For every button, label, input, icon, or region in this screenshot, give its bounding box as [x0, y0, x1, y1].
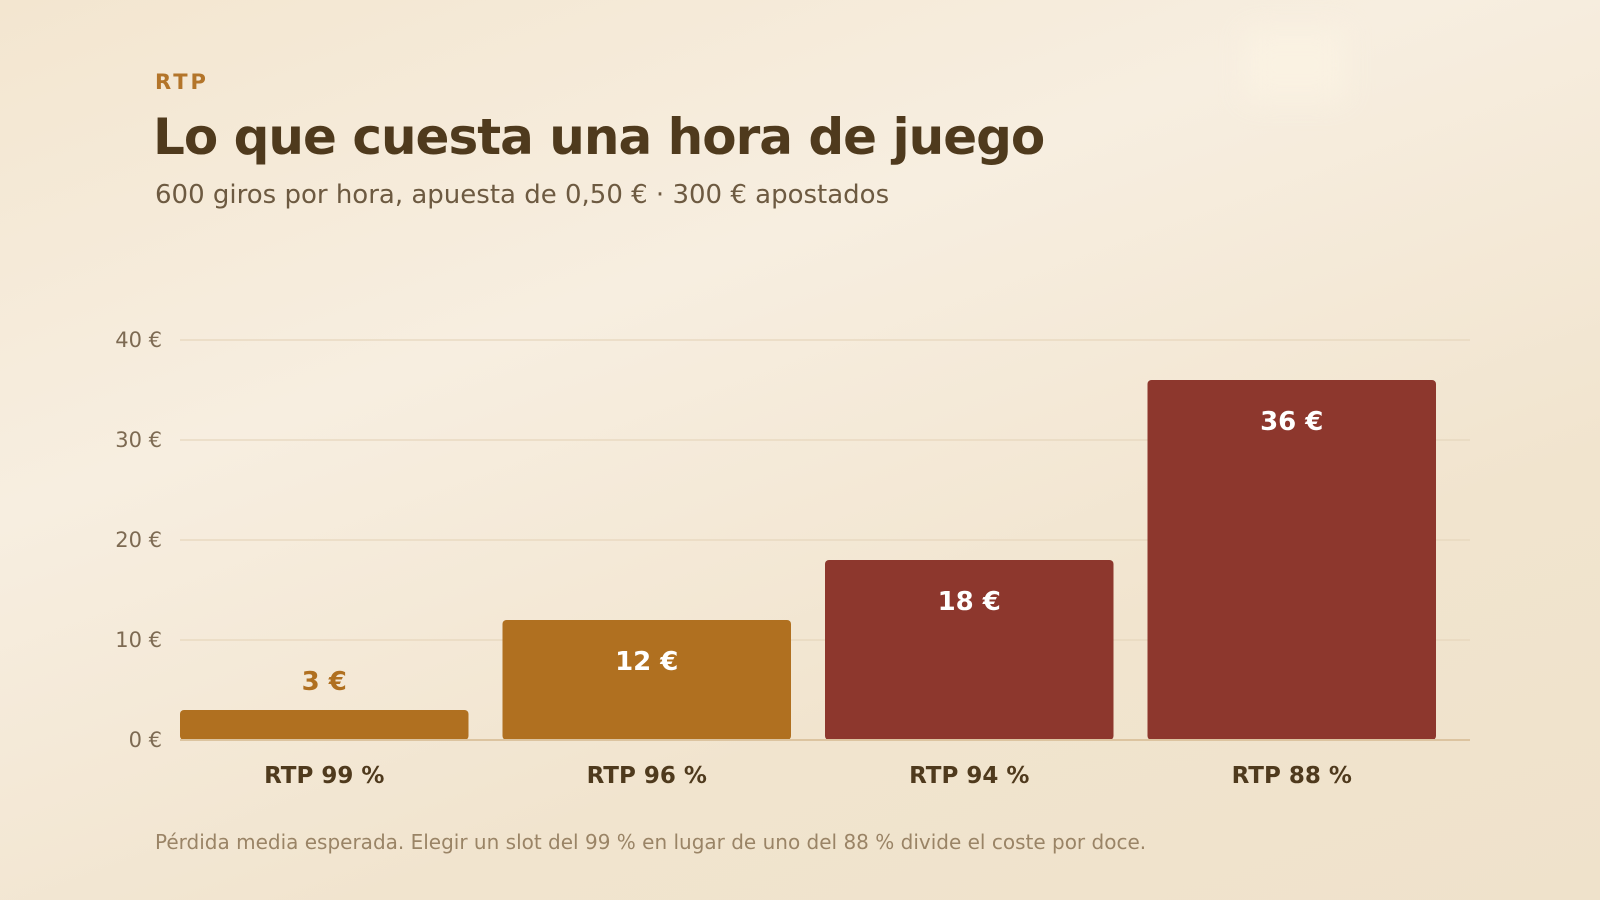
- bar: [825, 560, 1114, 740]
- x-category-label: RTP 94 %: [909, 763, 1029, 789]
- page-title: Lo que cuesta una hora de juego: [153, 108, 1045, 166]
- x-category-label: RTP 88 %: [1232, 763, 1352, 789]
- data-label: 3 €: [302, 667, 347, 697]
- x-category-label: RTP 96 %: [587, 763, 707, 789]
- page-subtitle: 600 giros por hora, apuesta de 0,50 € · …: [155, 180, 890, 210]
- y-tick-label: 40 €: [115, 328, 162, 352]
- data-label: 18 €: [938, 587, 1001, 617]
- x-category-label: RTP 99 %: [264, 763, 384, 789]
- bar: [1147, 380, 1436, 740]
- y-tick-label: 10 €: [115, 628, 162, 652]
- bar: [502, 620, 791, 740]
- eyebrow-label: RTP: [155, 70, 209, 94]
- y-tick-label: 30 €: [115, 428, 162, 452]
- y-tick-label: 0 €: [129, 728, 162, 752]
- data-label: 12 €: [615, 647, 678, 677]
- bar: [180, 710, 469, 740]
- data-label: 36 €: [1260, 407, 1323, 437]
- y-tick-label: 20 €: [115, 528, 162, 552]
- background-glow: [1245, 30, 1345, 100]
- chart-footnote: Pérdida media esperada. Elegir un slot d…: [155, 830, 1147, 854]
